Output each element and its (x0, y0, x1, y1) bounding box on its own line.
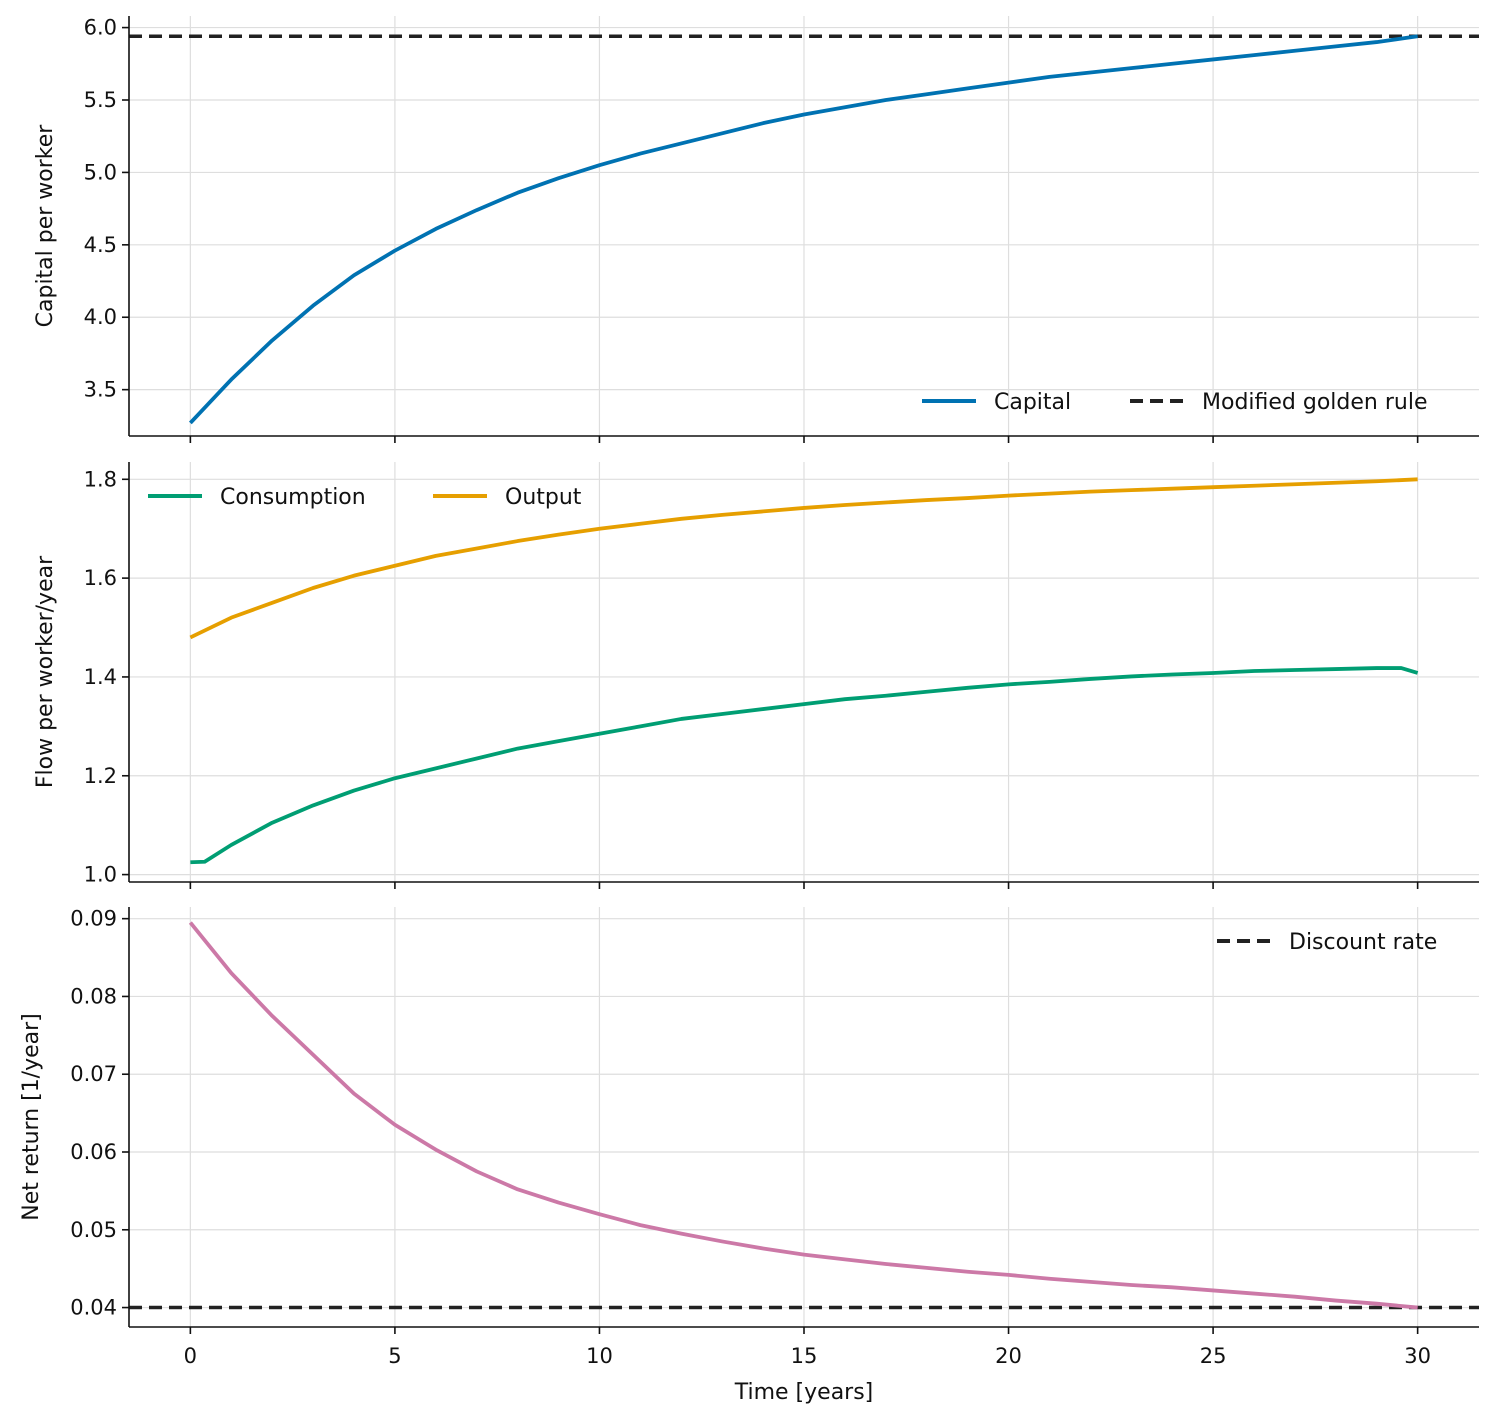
series-line-capital (188, 34, 1418, 425)
legend: Discount rate (1217, 930, 1437, 955)
y-tick-label: 0.04 (70, 1296, 117, 1320)
subplot-2: 1.0 1.2 1.4 1.6 1.8 Flow per worker/year Consu… (33, 462, 1479, 889)
subplot-1: 3.5 4.0 4.5 5.0 5.5 6.0 Capital per worker Capi… (33, 16, 1479, 443)
y-tick-label: 3.5 (84, 378, 117, 402)
x-tick-label: 0 (184, 1344, 197, 1368)
y-tick-label: 1.2 (84, 764, 117, 788)
legend: Capital Modified golden rule (922, 390, 1427, 415)
y-tick-label: 0.06 (70, 1140, 117, 1164)
series-line-net-return (188, 921, 1418, 1310)
subplot-3: 0.04 0.05 0.06 0.07 0.08 0.09 0 5 10 15 20 25 30 Net … (19, 907, 1479, 1405)
y-tick-label: 5.5 (84, 88, 117, 112)
y-tick-label: 0.05 (70, 1218, 117, 1242)
x-tick-label: 15 (791, 1344, 818, 1368)
y-tick-label: 5.0 (84, 160, 117, 184)
x-axis-label: Time [years] (734, 1380, 874, 1405)
y-tick-label: 1.8 (84, 467, 117, 491)
y-axis-label: Flow per worker/year (33, 555, 58, 788)
legend: Consumption Output (148, 485, 582, 510)
y-axis-label: Capital per worker (33, 124, 58, 328)
y-tick-label: 1.4 (84, 665, 117, 689)
y-tick-label: 0.08 (70, 984, 117, 1008)
y-tick-label: 0.09 (70, 907, 117, 931)
legend-label: Output (505, 485, 582, 510)
x-tick-label: 30 (1404, 1344, 1431, 1368)
y-tick-label: 6.0 (84, 16, 117, 40)
y-tick-label: 4.5 (84, 233, 117, 257)
x-tick-label: 5 (388, 1344, 401, 1368)
legend-label: Modified golden rule (1202, 390, 1427, 415)
x-tick-label: 20 (995, 1344, 1022, 1368)
series-line-consumption (190, 666, 1419, 865)
y-tick-label: 1.6 (84, 566, 117, 590)
legend-label: Capital (994, 390, 1071, 415)
legend-label: Discount rate (1289, 930, 1437, 955)
x-tick-label: 25 (1200, 1344, 1227, 1368)
y-tick-label: 0.07 (70, 1062, 117, 1086)
series-line-output (189, 477, 1418, 640)
y-tick-label: 1.0 (84, 863, 117, 887)
legend-label: Consumption (220, 485, 366, 510)
y-tick-label: 4.0 (84, 305, 117, 329)
y-axis-label: Net return [1/year] (19, 1013, 44, 1221)
x-tick-label: 10 (586, 1344, 613, 1368)
